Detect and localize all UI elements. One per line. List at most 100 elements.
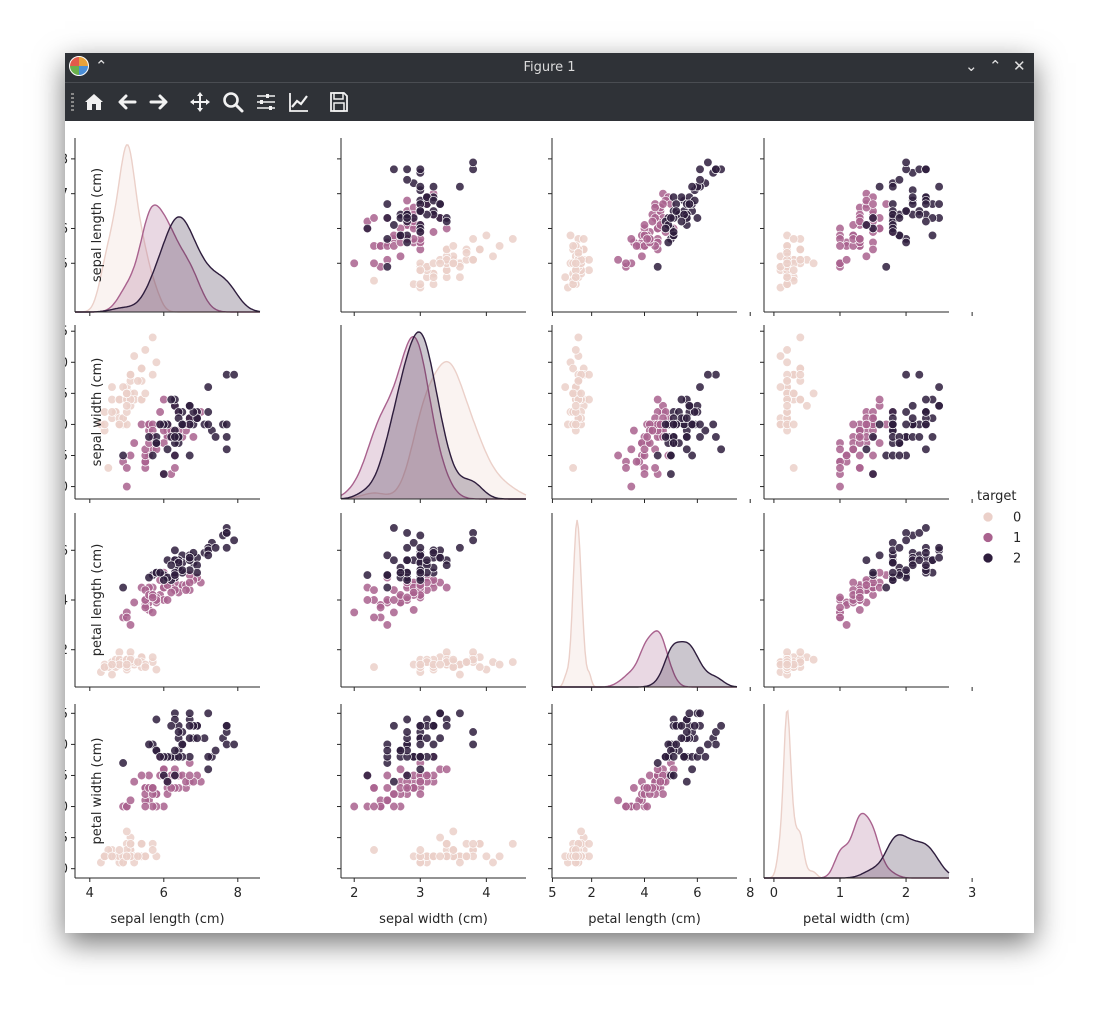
back-button[interactable] [113, 89, 141, 115]
point-1 [639, 469, 650, 479]
x-tick-label: 4 [640, 886, 648, 901]
point-2 [708, 419, 718, 430]
minimize-icon[interactable]: ⌄ [965, 57, 978, 75]
home-button[interactable] [80, 89, 108, 115]
point-2 [888, 568, 898, 578]
point-1 [389, 801, 399, 812]
point-2 [711, 727, 721, 737]
point-0 [114, 845, 125, 855]
forward-button[interactable] [145, 89, 173, 115]
point-2 [676, 216, 687, 227]
point-1 [655, 777, 666, 787]
zoom-button[interactable] [219, 89, 247, 115]
point-2 [914, 432, 924, 442]
point-2 [663, 237, 673, 248]
point-1 [389, 607, 399, 618]
subplot-1-0: 2.0 2.5 3.0 3.5 4.0 4.5 [65, 325, 260, 503]
point-0 [795, 647, 805, 657]
point-0 [508, 234, 518, 244]
point-2 [676, 733, 687, 743]
save-button[interactable] [325, 89, 353, 115]
point-2 [934, 543, 944, 553]
point-0 [494, 241, 505, 251]
point-2 [455, 543, 465, 553]
point-2 [660, 223, 671, 234]
point-0 [808, 388, 819, 399]
point-1 [402, 592, 412, 603]
point-0 [369, 845, 379, 855]
maximize-icon[interactable]: ⌃ [989, 57, 1002, 75]
y-tick-label: 2.5 [65, 707, 68, 722]
point-2 [155, 419, 165, 430]
y-tick-label: 3.5 [65, 387, 68, 402]
point-2 [901, 419, 911, 430]
x-tick-label: 2 [902, 886, 910, 901]
point-0 [103, 463, 113, 473]
point-1 [835, 602, 845, 613]
point-2 [389, 721, 399, 731]
point-2 [914, 370, 924, 380]
point-0 [448, 845, 458, 855]
point-2 [222, 543, 232, 553]
point-2 [402, 528, 412, 538]
point-1 [148, 592, 158, 603]
point-2 [118, 582, 128, 593]
point-2 [676, 394, 687, 405]
point-2 [144, 432, 154, 442]
point-1 [181, 585, 191, 595]
point-2 [901, 157, 911, 168]
point-0 [475, 662, 485, 672]
plot-canvas[interactable]: 5 6 7 8 2.0 2.5 3.0 3.5 4.0 4.5 2 4 6 4 6 8 0.0 0.5 1.0 1.5… [65, 121, 1034, 933]
point-2 [671, 206, 681, 216]
back-arrow-icon [118, 94, 137, 110]
point-2 [881, 262, 891, 272]
point-1 [369, 801, 379, 812]
point-2 [185, 708, 195, 718]
point-0 [789, 463, 799, 473]
point-1 [631, 801, 642, 812]
point-1 [621, 463, 631, 473]
point-1 [621, 258, 631, 268]
close-icon[interactable]: ✕ [1013, 57, 1026, 75]
kde-fill-0 [341, 361, 526, 499]
toolbar-grip[interactable] [71, 93, 74, 111]
point-2 [192, 733, 202, 743]
point-1 [155, 407, 165, 417]
point-0 [448, 241, 458, 251]
configure-subplots-button[interactable] [252, 89, 280, 115]
point-1 [122, 612, 132, 623]
edit-axis-button[interactable] [285, 89, 313, 115]
point-0 [571, 851, 581, 861]
pan-button[interactable] [186, 89, 214, 115]
point-2 [901, 206, 911, 216]
point-1 [122, 481, 132, 492]
point-0 [782, 659, 792, 670]
point-1 [369, 213, 379, 223]
point-0 [461, 248, 472, 258]
point-0 [140, 345, 150, 355]
point-0 [576, 826, 586, 837]
point-1 [613, 795, 623, 805]
point-1 [428, 227, 439, 237]
legend-title: target [977, 489, 1017, 504]
point-1 [653, 394, 663, 405]
point-1 [422, 770, 432, 781]
keep-above-icon[interactable]: ⌃ [95, 57, 108, 75]
point-0 [579, 234, 589, 244]
point-1 [389, 789, 399, 799]
point-0 [107, 669, 117, 680]
point-2 [861, 555, 872, 565]
point-1 [868, 450, 878, 461]
legend: target 0 1 2 [977, 489, 1021, 567]
legend-label-0: 0 [1013, 511, 1021, 526]
point-2 [382, 745, 392, 756]
point-0 [573, 332, 584, 343]
point-2 [162, 777, 173, 787]
point-0 [508, 657, 518, 667]
point-2 [711, 739, 721, 750]
point-1 [395, 251, 406, 261]
point-2 [921, 407, 931, 417]
point-1 [855, 605, 865, 615]
point-2 [921, 216, 931, 227]
point-1 [637, 251, 647, 261]
